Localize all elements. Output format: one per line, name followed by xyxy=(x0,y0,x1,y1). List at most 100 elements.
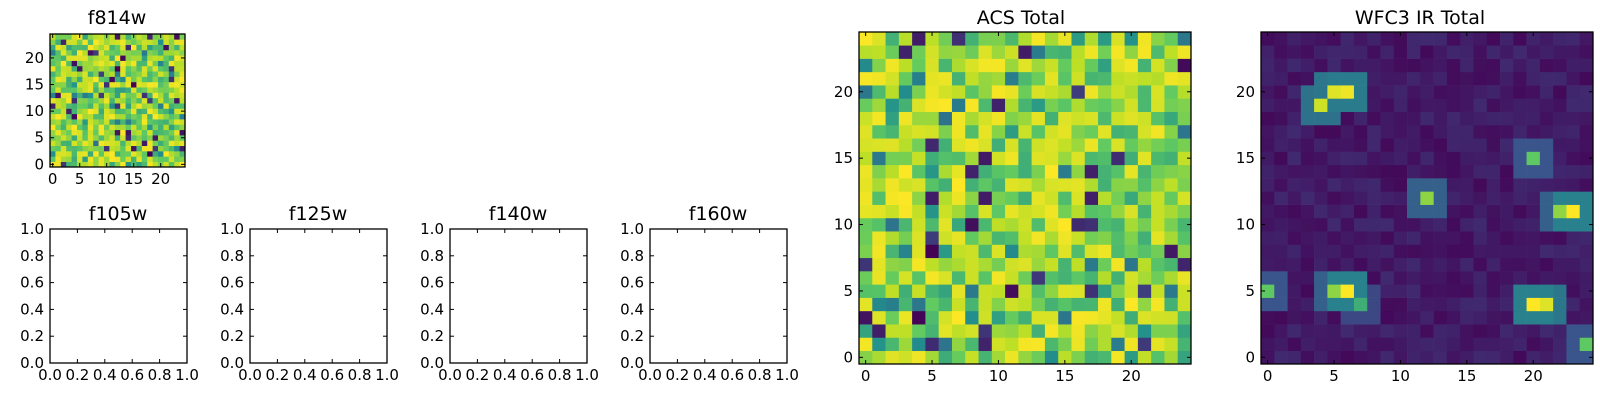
heatmap-cell xyxy=(1124,151,1139,166)
heatmap-cell xyxy=(898,151,913,166)
heatmap-cell xyxy=(168,145,175,152)
heatmap-cell xyxy=(1407,217,1421,232)
heatmap-cell xyxy=(872,257,886,272)
heatmap-cell xyxy=(1164,85,1179,99)
heatmap-cell xyxy=(131,92,137,99)
heatmap-cell xyxy=(1274,138,1288,152)
heatmap-cell xyxy=(1579,191,1594,205)
y-tick-label: 1.0 xyxy=(220,220,244,238)
x-tick-label: 20 xyxy=(1122,367,1141,385)
heatmap-cell xyxy=(152,71,159,77)
heatmap-cell xyxy=(898,310,913,325)
y-tick-label: 1.0 xyxy=(620,220,644,238)
heatmap-cell xyxy=(1300,85,1315,99)
heatmap-cell xyxy=(1513,284,1527,298)
heatmap-cell xyxy=(55,76,62,83)
heatmap-cell xyxy=(1407,32,1421,46)
heatmap-cell xyxy=(1177,257,1192,272)
heatmap-cell xyxy=(1446,71,1461,86)
heatmap-cell xyxy=(147,113,153,120)
heatmap-cell xyxy=(98,145,105,152)
heatmap-cell xyxy=(1124,164,1139,179)
heatmap-cell xyxy=(1380,178,1395,192)
heatmap-cell xyxy=(71,34,78,40)
heatmap-cell xyxy=(125,76,132,83)
x-tick-label: 0.4 xyxy=(93,366,117,384)
heatmap-cell xyxy=(1111,191,1125,205)
heatmap-cell xyxy=(1513,350,1527,365)
heatmap-cell xyxy=(120,113,126,120)
heatmap-cell xyxy=(1071,32,1086,46)
heatmap-cell xyxy=(885,231,900,245)
heatmap-cell xyxy=(1579,297,1594,312)
heatmap-cell xyxy=(1058,98,1072,112)
heatmap-cell xyxy=(1579,32,1594,46)
heatmap-cell xyxy=(1579,178,1594,192)
heatmap-cell xyxy=(104,129,110,136)
heatmap-cell xyxy=(1005,151,1019,166)
heatmap-cell xyxy=(136,92,143,99)
heatmap-cell xyxy=(1446,350,1461,365)
heatmap-cell xyxy=(859,71,873,86)
heatmap-cell xyxy=(87,65,94,72)
heatmap-cell xyxy=(1164,231,1179,245)
heatmap-cell xyxy=(1098,337,1112,352)
heatmap-cell xyxy=(1566,217,1581,232)
heatmap-cell xyxy=(1380,257,1395,272)
heatmap-cell xyxy=(912,178,926,192)
heatmap-cell xyxy=(152,92,159,99)
heatmap-cell xyxy=(1566,71,1581,86)
heatmap-cell xyxy=(152,129,159,136)
heatmap-cell xyxy=(1553,71,1567,86)
heatmap-cell xyxy=(1513,151,1527,166)
heatmap-cell xyxy=(872,124,886,139)
heatmap-cell xyxy=(1274,58,1288,73)
heatmap-cell xyxy=(1460,271,1474,285)
heatmap-cell xyxy=(131,76,137,83)
heatmap-cell xyxy=(1340,124,1355,139)
heatmap-cell xyxy=(1393,45,1408,59)
heatmap-cell xyxy=(1513,337,1527,352)
heatmap-cell xyxy=(925,58,939,73)
y-tick-label: 0.4 xyxy=(620,300,644,318)
heatmap-cell xyxy=(1473,191,1488,205)
heatmap-cell xyxy=(77,140,83,147)
heatmap-cell xyxy=(1539,271,1554,285)
heatmap-cell xyxy=(1137,124,1152,139)
heatmap-cell xyxy=(938,337,953,352)
heatmap-cell xyxy=(1084,310,1099,325)
heatmap-cell xyxy=(1287,151,1302,166)
heatmap-cell xyxy=(1137,98,1152,112)
heatmap-cell xyxy=(104,44,110,51)
heatmap-cell xyxy=(859,164,873,179)
heatmap-cell xyxy=(885,297,900,312)
y-tick-label: 0.6 xyxy=(620,274,644,292)
heatmap-cell xyxy=(1553,85,1567,99)
heatmap-cell xyxy=(1111,111,1125,126)
heatmap-cell xyxy=(1098,138,1112,152)
heatmap-cell xyxy=(131,119,137,125)
heatmap-cell xyxy=(872,271,886,285)
heatmap-cell xyxy=(885,271,900,285)
heatmap-cell xyxy=(1500,271,1514,285)
heatmap-cell xyxy=(1164,244,1179,259)
heatmap-cell xyxy=(77,151,83,157)
heatmap-cell xyxy=(912,244,926,259)
heatmap-cell xyxy=(938,32,953,46)
heatmap-cell xyxy=(1566,178,1581,192)
heatmap-cell xyxy=(1460,71,1474,86)
heatmap-cell xyxy=(152,87,159,93)
heatmap-cell xyxy=(1058,111,1072,126)
heatmap-cell xyxy=(938,217,953,232)
heatmap-cell xyxy=(125,44,132,51)
heatmap-cell xyxy=(912,138,926,152)
heatmap-cell xyxy=(859,244,873,259)
heatmap-cell xyxy=(1539,324,1554,338)
heatmap-cell xyxy=(163,34,170,40)
x-tick-label: 0.2 xyxy=(265,366,289,384)
heatmap-cell xyxy=(1177,337,1192,352)
heatmap-cell xyxy=(1380,138,1395,152)
heatmap-cell xyxy=(951,244,966,259)
heatmap-cell xyxy=(168,97,175,104)
heatmap-cell xyxy=(965,204,979,219)
